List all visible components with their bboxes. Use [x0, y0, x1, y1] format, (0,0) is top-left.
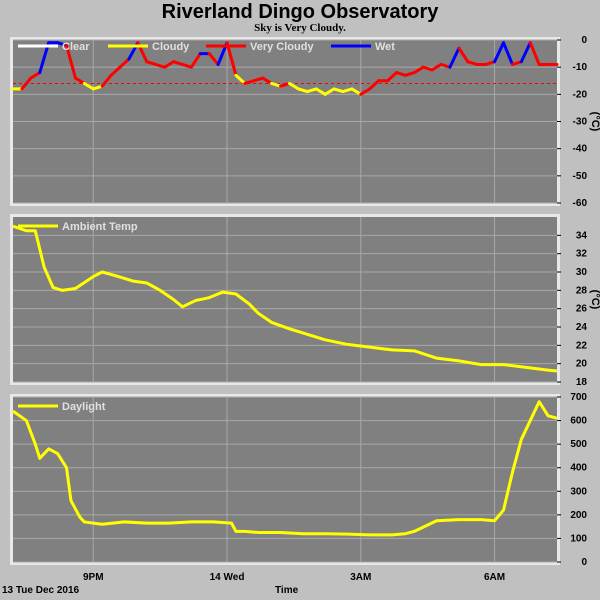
sky-series-segment [519, 41, 532, 64]
panel-2-ytick-label: 300 [570, 486, 587, 497]
sky-series-segment [484, 60, 497, 66]
sky-series-segment [65, 43, 77, 80]
panel-1-ytick-label: 34 [576, 230, 588, 241]
sky-series-segment [279, 81, 291, 88]
sky-series-segment [403, 71, 416, 77]
sky-series-segment [501, 41, 514, 66]
page-title: Riverland Dingo Observatory [161, 1, 439, 23]
sky-series-segment [457, 46, 470, 64]
sky-series-segment [466, 60, 479, 66]
x-tick-label: 6AM [484, 572, 505, 583]
sky-series-segment [252, 76, 265, 83]
sky-legend-label: Clear [62, 41, 90, 53]
panel-0-ytick-label: -60 [573, 198, 588, 209]
panel-1-ytick-label: 22 [576, 340, 588, 351]
time-axis-label: Time [275, 585, 299, 596]
sky-series-segment [287, 81, 300, 91]
sky-series-segment [180, 62, 193, 69]
sky-series-segment [38, 41, 51, 75]
panel-1-ytick-label: 18 [576, 377, 588, 388]
panel-0-ytick-label: -10 [573, 62, 588, 73]
panel-1-ytick-label: 28 [576, 285, 588, 296]
sky-series-segment [412, 65, 425, 75]
x-tick-label: 9PM [83, 572, 104, 583]
sky-series-segment [163, 60, 176, 69]
sky-series-segment [225, 41, 238, 77]
sky-series-segment [234, 73, 247, 85]
panel-1-unit-label: (°C) [589, 290, 600, 310]
sky-series-segment [510, 60, 523, 66]
sky-series-segment [73, 76, 86, 85]
sky-series-segment [261, 76, 274, 85]
sky-series-segment [386, 71, 398, 83]
panel-2-ytick-label: 0 [581, 557, 587, 568]
sky-series-segment [82, 81, 95, 91]
sky-series-segment [314, 87, 327, 96]
sky-series-segment [154, 62, 167, 69]
sky-series-segment [323, 87, 336, 96]
sky-legend-label: Very Cloudy [250, 41, 314, 53]
x-tick-label: 3AM [350, 572, 371, 583]
sky-series-segment [270, 81, 283, 88]
sky-series-segment [118, 57, 131, 69]
sky-series-segment [56, 41, 69, 47]
sky-series-segment [243, 79, 256, 85]
panel-1-ytick-label: 30 [576, 267, 588, 278]
panel-2-ytick-label: 400 [570, 463, 587, 474]
date-label: 13 Tue Dec 2016 [2, 585, 80, 596]
sky-series-segment [350, 87, 363, 96]
sky-series-segment [305, 87, 318, 94]
panel-2-ytick-label: 600 [570, 416, 587, 427]
panel-0-ytick-label: -50 [573, 171, 588, 182]
panel-1-plot-area [13, 217, 557, 382]
panel-1-series-line [12, 224, 558, 373]
sky-series-segment [528, 41, 541, 66]
panel-2-ytick-label: 200 [570, 510, 587, 521]
sky-series-segment [100, 73, 113, 88]
panel-1-ytick-label: 24 [576, 322, 588, 333]
panel-1-ytick-label: 32 [576, 249, 588, 260]
sky-series-segment [145, 60, 158, 66]
panel-0-ytick-label: -20 [573, 89, 588, 100]
panel-2-ytick-label: 500 [570, 439, 587, 450]
sky-series-segment [91, 84, 104, 91]
sky-series-segment [207, 52, 220, 66]
panel-0-unit-label: (°C) [589, 112, 600, 132]
panel-2-legend-label: Daylight [62, 401, 106, 413]
sky-series-segment [448, 46, 461, 69]
sky-series-segment [341, 87, 354, 94]
x-tick-label: 14 Wed [210, 572, 245, 583]
panel-2-ytick-label: 100 [570, 533, 587, 544]
panel-0-ytick-label: -40 [573, 144, 588, 155]
sky-series-segment [189, 52, 202, 69]
sky-series-segment [493, 41, 505, 64]
sky-series-segment [109, 65, 122, 77]
sky-series-segment [296, 87, 309, 94]
sky-series-segment [394, 71, 407, 77]
sky-status-subtitle: Sky is Very Cloudy. [254, 22, 346, 34]
sky-legend-label: Cloudy [152, 41, 190, 53]
panel-2-ytick-label: 700 [570, 392, 587, 403]
panel-0-ytick-label: 0 [581, 35, 587, 46]
sky-series-segment [29, 71, 42, 80]
panel-2-series-line [12, 400, 558, 537]
sky-series-segment [430, 62, 443, 72]
panel-1-legend-label: Ambient Temp [62, 221, 138, 233]
sky-series-segment [439, 62, 452, 69]
sky-legend-label: Wet [375, 41, 395, 53]
sky-series-segment [421, 65, 434, 72]
sky-series-segment [359, 87, 372, 96]
sky-series-segment [172, 60, 184, 66]
panel-1-ytick-label: 20 [576, 359, 588, 370]
panel-1-ytick-label: 26 [576, 304, 588, 315]
panel-2-plot-area [13, 397, 557, 562]
sky-series-segment [368, 79, 381, 91]
sky-series-segment [20, 76, 33, 91]
panel-0-ytick-label: -30 [573, 117, 588, 128]
sky-series-segment [332, 87, 345, 94]
